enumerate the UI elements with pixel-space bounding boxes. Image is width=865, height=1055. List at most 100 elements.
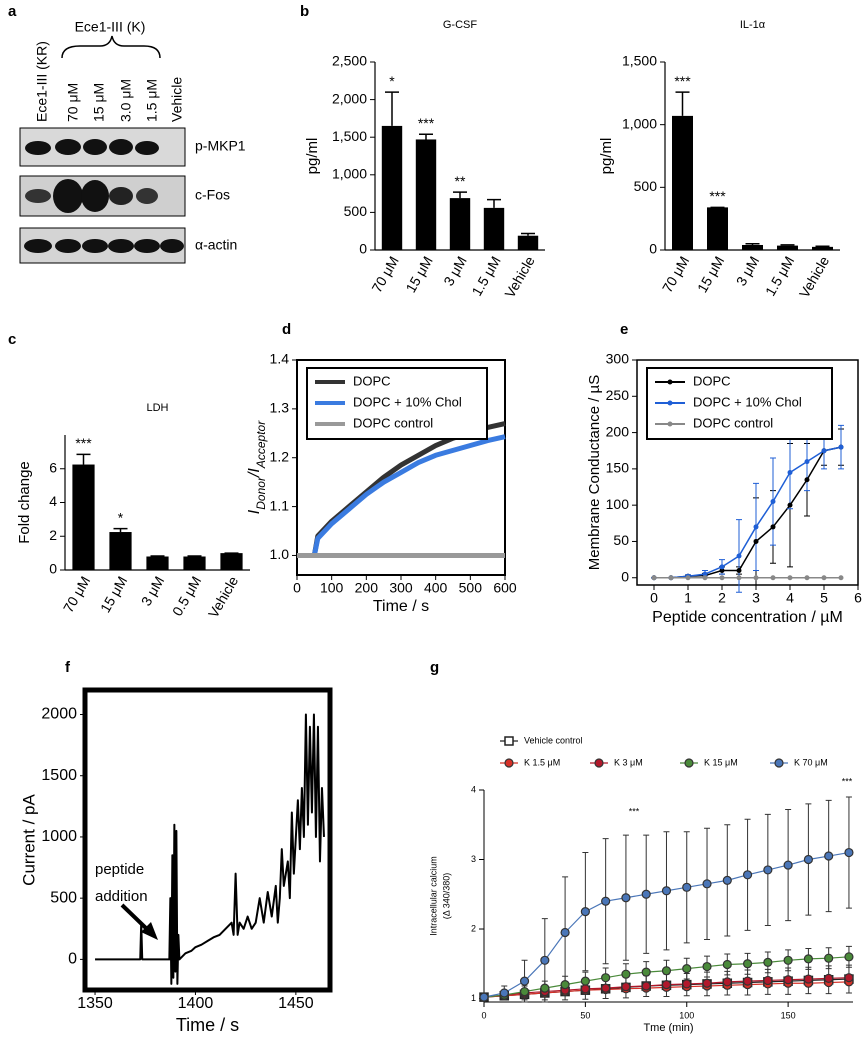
y-tick-label: 0 xyxy=(649,241,657,257)
marker xyxy=(719,575,725,581)
x-tick-label: 6 xyxy=(854,590,862,606)
marker xyxy=(753,524,759,530)
x-tick-label: 1 xyxy=(684,590,692,606)
y-axis-label: Membrane Conductance / µS xyxy=(586,375,603,570)
bar xyxy=(72,464,95,570)
y-tick-label: 1.0 xyxy=(270,546,290,562)
marker xyxy=(844,973,854,983)
y-tick-label: 1 xyxy=(471,993,476,1003)
legend-label: K 3 μM xyxy=(614,757,643,767)
significance: *** xyxy=(75,435,92,451)
y-tick-label: 1000 xyxy=(41,828,77,845)
marker xyxy=(824,953,834,963)
bar xyxy=(183,556,206,570)
plot-frame xyxy=(636,359,859,586)
y-axis-label-part: Acceptor xyxy=(254,420,268,469)
marker xyxy=(783,860,793,870)
y-tick-label: 250 xyxy=(606,387,630,403)
y-tick-label: 1,000 xyxy=(622,115,657,131)
marker xyxy=(736,553,742,559)
marker xyxy=(621,969,631,979)
marker xyxy=(803,954,813,964)
marker xyxy=(540,955,550,965)
y-axis-label-part: Donor xyxy=(254,476,268,510)
legend-label: DOPC + 10% Chol xyxy=(353,394,462,409)
marker xyxy=(763,865,773,875)
marker xyxy=(641,981,651,991)
bar xyxy=(381,125,403,250)
marker xyxy=(682,979,692,989)
y-tick-label: 1.1 xyxy=(270,497,290,513)
legend-marker xyxy=(504,758,514,768)
significance: ** xyxy=(455,173,466,189)
error-bar xyxy=(113,527,128,533)
lane-label: Vehicle xyxy=(169,77,185,122)
panel-label: b xyxy=(300,3,309,20)
marker xyxy=(580,907,590,917)
legend-marker xyxy=(667,379,673,385)
marker xyxy=(844,952,854,962)
x-tick-label: 0 xyxy=(481,1010,486,1020)
y-axis-label: pg/ml xyxy=(304,138,321,175)
y-tick-label: 1,000 xyxy=(332,166,367,182)
legend-label: Vehicle control xyxy=(524,735,583,745)
marker xyxy=(702,879,712,889)
y-tick-label: 0 xyxy=(359,241,367,257)
y-tick-label: 200 xyxy=(606,423,630,439)
y-tick-label: 2000 xyxy=(41,706,77,723)
y-tick-label: 1,500 xyxy=(622,53,657,69)
lane-label: 70 μM xyxy=(65,83,81,122)
panel-label: a xyxy=(8,3,17,20)
lane-label: 15 μM xyxy=(91,83,107,122)
series-line xyxy=(297,434,506,558)
x-tick-label: 100 xyxy=(320,580,344,596)
row-label: α-actin xyxy=(195,237,237,253)
error-bar xyxy=(419,133,433,140)
bar xyxy=(707,207,728,250)
legend-label: DOPC xyxy=(693,373,731,388)
marker xyxy=(621,893,631,903)
panel-label: d xyxy=(282,321,291,338)
marker xyxy=(736,575,742,581)
y-tick-label: 1500 xyxy=(41,767,77,784)
plot-frame xyxy=(82,687,333,993)
y-tick-label: 500 xyxy=(634,178,658,194)
significance: *** xyxy=(629,806,640,816)
legend-label: DOPC control xyxy=(693,415,773,430)
x-tick-label: 1400 xyxy=(178,995,214,1012)
legend-marker xyxy=(594,758,604,768)
marker xyxy=(844,847,854,858)
x-axis-label: Time / s xyxy=(176,1015,239,1035)
x-tick-label: 3 μM xyxy=(138,573,168,608)
y-tick-label: 2 xyxy=(49,527,57,543)
bar xyxy=(146,556,169,570)
x-tick-label: Vehicle xyxy=(205,573,242,620)
marker xyxy=(742,976,753,986)
marker xyxy=(787,575,793,581)
x-tick-label: 600 xyxy=(493,580,517,596)
x-tick-label: 500 xyxy=(459,580,483,596)
marker xyxy=(601,896,611,906)
bar xyxy=(415,139,437,250)
y-tick-label: 0 xyxy=(68,951,77,968)
y-axis-label: pg/ml xyxy=(598,138,615,175)
y-tick-label: 4 xyxy=(471,784,476,794)
marker xyxy=(770,575,776,581)
marker xyxy=(804,575,810,581)
bands xyxy=(24,139,184,253)
x-tick-label: 70 μM xyxy=(368,253,401,295)
marker xyxy=(763,957,773,967)
x-tick-label: 70 μM xyxy=(659,253,692,295)
legend-label: DOPC control xyxy=(353,415,433,430)
marker xyxy=(722,959,732,970)
y-tick-label: 1.2 xyxy=(270,448,290,464)
series-line xyxy=(95,713,325,985)
y-tick-label: 300 xyxy=(606,351,630,367)
x-tick-label: 100 xyxy=(679,1010,694,1020)
marker xyxy=(719,564,725,570)
marker xyxy=(722,875,732,885)
x-tick-label: 1.5 μM xyxy=(762,253,797,298)
marker xyxy=(753,575,759,581)
annotation: addition xyxy=(95,888,148,905)
significance: *** xyxy=(674,73,691,89)
